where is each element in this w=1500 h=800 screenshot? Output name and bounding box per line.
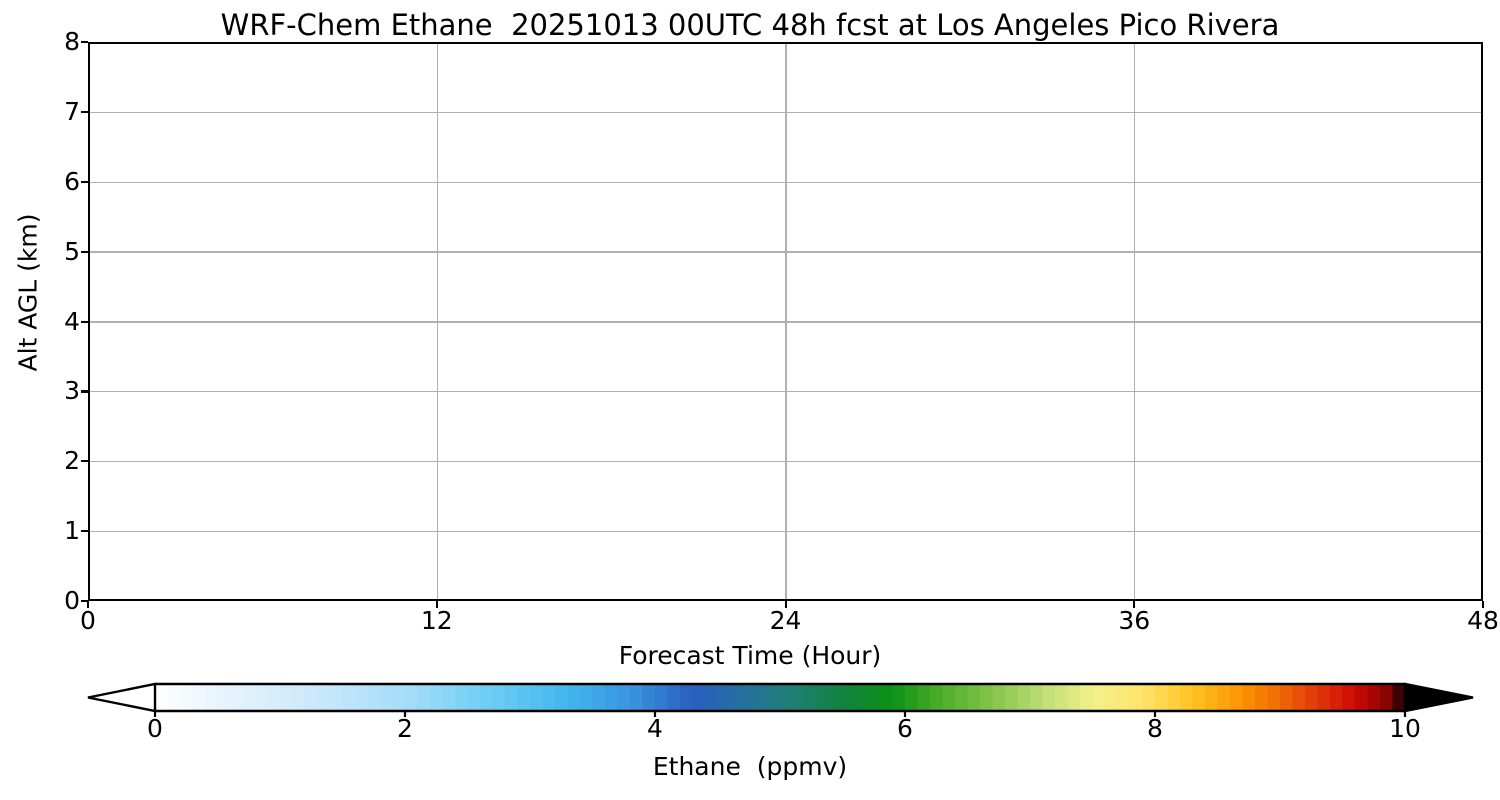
plot-axes-area [88,42,1483,601]
y-axis-tick-mark [81,181,88,183]
y-axis-tick-mark [81,530,88,532]
y-axis-tick-mark [81,251,88,253]
chart-title: WRF-Chem Ethane 20251013 00UTC 48h fcst … [0,8,1500,42]
y-axis-title: Alt AGL (km) [14,53,43,533]
colorbar-tick-label: 2 [360,716,450,741]
x-axis-tick-label: 24 [741,608,831,633]
colorbar-label: Ethane (ppmv) [0,752,1500,781]
x-axis-tick-label: 36 [1089,608,1179,633]
gridline-vertical [785,44,786,599]
x-axis-tick-mark [436,601,438,608]
colorbar-tick-label: 8 [1110,716,1200,741]
x-axis-tick-label: 48 [1438,608,1500,633]
x-axis-title: Forecast Time (Hour) [0,641,1500,670]
colorbar-tick-label: 4 [610,716,700,741]
colorbar-gradient-bands [155,684,1406,711]
x-axis-tick-mark [1482,601,1484,608]
x-axis-tick-mark [785,601,787,608]
figure-canvas: WRF-Chem Ethane 20251013 00UTC 48h fcst … [0,0,1500,800]
colorbar-outline [155,684,1405,711]
gridline-vertical [1134,44,1135,599]
x-axis-tick-label: 12 [392,608,482,633]
x-axis-tick-mark [87,601,89,608]
y-axis-tick-mark [81,111,88,113]
y-axis-tick-label: 8 [10,29,80,54]
colorbar-tick-label: 0 [110,716,200,741]
x-axis-tick-label: 0 [43,608,133,633]
colorbar-tick-label: 6 [860,716,950,741]
colorbar-tick-marks [155,711,1405,717]
y-axis-tick-mark [81,460,88,462]
gridline-vertical [437,44,438,599]
y-axis-tick-mark [81,390,88,392]
colorbar-extend-over-arrow [1405,684,1473,711]
y-axis-tick-mark [81,41,88,43]
colorbar-tick-label: 10 [1360,716,1450,741]
y-axis-tick-mark [81,321,88,323]
x-axis-tick-mark [1133,601,1135,608]
colorbar-extend-under-arrow [88,684,155,711]
